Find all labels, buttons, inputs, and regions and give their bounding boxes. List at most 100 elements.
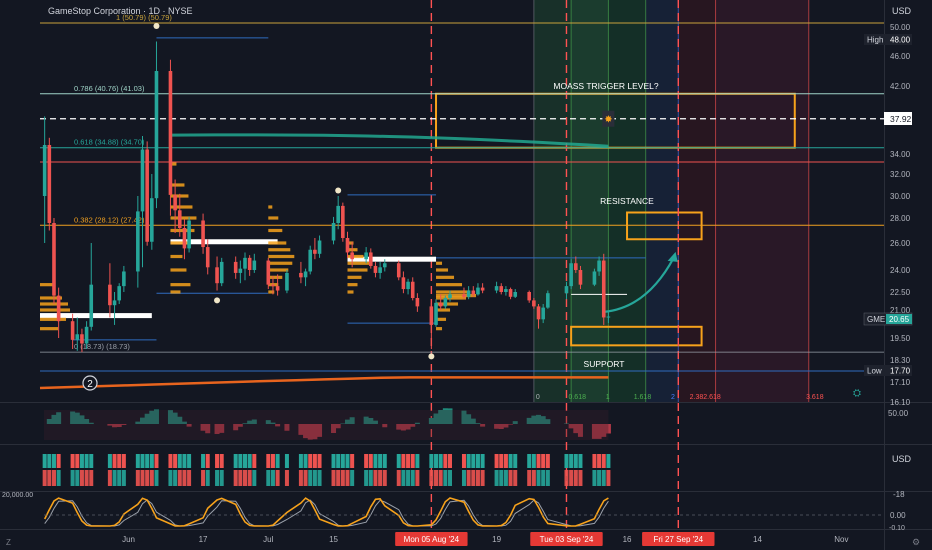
- candle-body[interactable]: [145, 149, 149, 242]
- candle-body[interactable]: [434, 302, 438, 325]
- histogram-bar-lower: [168, 470, 173, 486]
- histogram-bar-lower: [117, 470, 122, 486]
- osc1-tick: 50.00: [888, 409, 909, 418]
- histogram-bar-lower: [270, 470, 275, 486]
- candle-body[interactable]: [382, 263, 387, 268]
- candle-body[interactable]: [378, 267, 382, 273]
- candle-body[interactable]: [536, 306, 541, 320]
- candle-body[interactable]: [275, 286, 280, 291]
- candle-body[interactable]: [266, 260, 271, 285]
- candle-body[interactable]: [112, 300, 117, 306]
- candle-body[interactable]: [299, 272, 303, 278]
- candle-body[interactable]: [350, 252, 354, 260]
- candle-body[interactable]: [410, 281, 415, 298]
- candle-body[interactable]: [527, 292, 532, 301]
- candle-body[interactable]: [406, 281, 410, 290]
- candle-body[interactable]: [443, 298, 448, 307]
- candle-body[interactable]: [205, 247, 210, 268]
- candle-body[interactable]: [532, 300, 536, 307]
- candle-body[interactable]: [462, 294, 466, 297]
- candle-body[interactable]: [573, 263, 578, 270]
- candle-body[interactable]: [84, 326, 89, 344]
- candle-body[interactable]: [252, 260, 257, 270]
- candle-body[interactable]: [331, 223, 336, 241]
- candle-body[interactable]: [303, 271, 308, 278]
- candle-body[interactable]: [136, 211, 140, 272]
- settings-icon[interactable]: ⚙: [912, 537, 920, 547]
- candle-body[interactable]: [564, 286, 569, 294]
- candle-body[interactable]: [117, 286, 122, 301]
- candle-body[interactable]: [140, 149, 145, 212]
- candle-body[interactable]: [238, 268, 243, 273]
- candle-body[interactable]: [243, 257, 247, 269]
- candle-body[interactable]: [401, 277, 406, 290]
- candle-body[interactable]: [215, 267, 219, 284]
- candle-body[interactable]: [471, 290, 476, 295]
- candle-body[interactable]: [52, 223, 56, 296]
- candle-body[interactable]: [70, 321, 75, 340]
- candle-body[interactable]: [122, 271, 126, 287]
- candle-body[interactable]: [373, 265, 378, 273]
- candle-body[interactable]: [476, 287, 480, 295]
- gear-watermark-icon: ⛭: [853, 388, 861, 399]
- candle-body[interactable]: [182, 228, 187, 249]
- candle-body[interactable]: [438, 302, 443, 307]
- candle-body[interactable]: [504, 289, 508, 292]
- candle-body[interactable]: [415, 298, 420, 307]
- candle-body[interactable]: [177, 210, 182, 228]
- candle-body[interactable]: [592, 271, 597, 285]
- candle-body[interactable]: [480, 287, 485, 291]
- candle-body[interactable]: [173, 194, 177, 211]
- candle-body[interactable]: [341, 205, 345, 238]
- candle-body[interactable]: [317, 240, 322, 254]
- currency-label-lower[interactable]: USD: [892, 454, 912, 464]
- candle-body[interactable]: [513, 292, 518, 297]
- candle-body[interactable]: [56, 295, 61, 322]
- explosion-icon: ✸: [604, 115, 612, 126]
- currency-label[interactable]: USD: [892, 6, 912, 16]
- candle-body[interactable]: [345, 238, 350, 253]
- candle-body[interactable]: [396, 263, 401, 278]
- candle-body[interactable]: [499, 286, 504, 292]
- candle-body[interactable]: [494, 286, 499, 291]
- candle-body[interactable]: [150, 198, 154, 242]
- price-tick-label: 17.10: [890, 378, 911, 387]
- timezone-icon[interactable]: Z: [6, 538, 11, 547]
- candle-body[interactable]: [285, 272, 289, 291]
- candle-body[interactable]: [233, 261, 238, 273]
- candle-body[interactable]: [201, 220, 205, 248]
- candle-body[interactable]: [368, 252, 373, 266]
- candle-body[interactable]: [601, 260, 606, 318]
- candle-body[interactable]: [313, 249, 317, 254]
- resistance-zone[interactable]: [626, 211, 703, 241]
- candle-body[interactable]: [466, 290, 471, 297]
- candle-body[interactable]: [42, 145, 47, 196]
- candle-body[interactable]: [89, 284, 94, 327]
- candle-body[interactable]: [448, 294, 452, 298]
- candle-body[interactable]: [187, 220, 191, 249]
- candle-body[interactable]: [364, 252, 368, 260]
- candle-body[interactable]: [546, 293, 550, 308]
- candle-body[interactable]: [541, 307, 545, 320]
- candle-body[interactable]: [508, 289, 513, 297]
- candle-body[interactable]: [569, 263, 573, 287]
- candle-body[interactable]: [308, 249, 313, 272]
- candle-body[interactable]: [80, 334, 84, 344]
- volume-profile-bar: [347, 254, 364, 259]
- support-zone[interactable]: [570, 325, 703, 347]
- candle-body[interactable]: [108, 284, 112, 306]
- candle-body[interactable]: [219, 261, 224, 284]
- candle-body[interactable]: [47, 145, 52, 223]
- candle-body[interactable]: [597, 260, 601, 272]
- candle-body[interactable]: [606, 316, 611, 318]
- histogram-bar: [308, 454, 313, 468]
- candle-body[interactable]: [247, 257, 252, 270]
- candle-body[interactable]: [168, 71, 173, 195]
- candle-body[interactable]: [271, 284, 275, 287]
- candle-body[interactable]: [75, 334, 80, 340]
- candle-body[interactable]: [429, 306, 434, 325]
- candle-body[interactable]: [578, 270, 583, 285]
- candle-body[interactable]: [336, 205, 340, 223]
- candle-body[interactable]: [154, 71, 159, 199]
